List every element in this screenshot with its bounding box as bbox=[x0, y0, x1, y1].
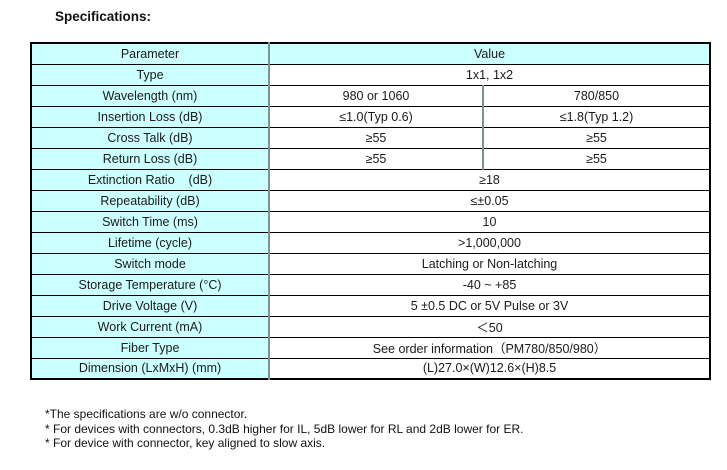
table-row-dimension: Dimension (LxMxH) (mm) (L)27.0×(W)12.6×(… bbox=[31, 357, 711, 380]
specifications-title: Specifications: bbox=[55, 9, 152, 24]
param-cell: Repeatability (dB) bbox=[31, 189, 270, 212]
param-cell: Type bbox=[31, 63, 270, 86]
value-cell: ≤1.8(Typ 1.2) bbox=[483, 105, 711, 128]
param-cell: Dimension (LxMxH) (mm) bbox=[31, 357, 270, 380]
param-cell: Insertion Loss (dB) bbox=[31, 105, 270, 128]
value-cell: >1,000,000 bbox=[269, 231, 711, 254]
footnotes-block: *The specifications are w/o connector. *… bbox=[45, 407, 523, 451]
table-row-extinction-ratio: Extinction Ratio (dB) ≥18 bbox=[31, 168, 711, 191]
table-row-wavelength: Wavelength (nm) 980 or 1060 780/850 bbox=[31, 84, 711, 107]
value-cell: 1x1, 1x2 bbox=[269, 63, 711, 86]
param-cell: Switch Time (ms) bbox=[31, 210, 270, 233]
table-row-repeatability: Repeatability (dB) ≤±0.05 bbox=[31, 189, 711, 212]
value-cell: 10 bbox=[269, 210, 711, 233]
value-cell: 980 or 1060 bbox=[269, 84, 484, 107]
table-row-storage-temperature: Storage Temperature (°C) -40 ~ +85 bbox=[31, 273, 711, 296]
table-row-switch-time: Switch Time (ms) 10 bbox=[31, 210, 711, 233]
table-header-row: Parameter Value bbox=[31, 42, 711, 65]
value-cell: ≤1.0(Typ 0.6) bbox=[269, 105, 484, 128]
table-row-cross-talk: Cross Talk (dB) ≥55 ≥55 bbox=[31, 126, 711, 149]
specifications-table: Parameter Value Type 1x1, 1x2 Wavelength… bbox=[30, 42, 712, 380]
param-cell: Wavelength (nm) bbox=[31, 84, 270, 107]
table-row-insertion-loss: Insertion Loss (dB) ≤1.0(Typ 0.6) ≤1.8(T… bbox=[31, 105, 711, 128]
param-cell: Drive Voltage (V) bbox=[31, 294, 270, 317]
footnote: * For device with connector, key aligned… bbox=[45, 436, 326, 451]
value-cell: ≤±0.05 bbox=[269, 189, 711, 212]
footnote: * For devices with connectors, 0.3dB hig… bbox=[45, 421, 524, 436]
footnote: *The specifications are w/o connector. bbox=[45, 407, 248, 421]
table-row-drive-voltage: Drive Voltage (V) 5 ±0.5 DC or 5V Pulse … bbox=[31, 294, 711, 317]
value-cell: 780/850 bbox=[483, 84, 711, 107]
value-cell: ≥55 bbox=[269, 147, 484, 170]
param-cell: Switch mode bbox=[31, 252, 270, 275]
header-parameter-cell: Parameter bbox=[31, 42, 270, 65]
value-cell: (L)27.0×(W)12.6×(H)8.5 bbox=[269, 357, 711, 380]
value-cell: -40 ~ +85 bbox=[269, 273, 711, 296]
param-cell: Storage Temperature (°C) bbox=[31, 273, 270, 296]
table-row-fiber-type: Fiber Type See order information（PM780/8… bbox=[31, 336, 711, 359]
header-value-cell: Value bbox=[269, 42, 711, 65]
value-cell: ≥55 bbox=[269, 126, 484, 149]
value-cell: See order information（PM780/850/980） bbox=[269, 336, 711, 359]
value-cell: ≥55 bbox=[483, 126, 711, 149]
table-row-type: Type 1x1, 1x2 bbox=[31, 63, 711, 86]
table-row-switch-mode: Switch mode Latching or Non-latching bbox=[31, 252, 711, 275]
param-cell: Extinction Ratio (dB) bbox=[31, 168, 270, 191]
value-cell: ＜50 bbox=[269, 315, 711, 338]
value-cell: ≥18 bbox=[269, 168, 711, 191]
value-cell: ≥55 bbox=[483, 147, 711, 170]
param-cell: Return Loss (dB) bbox=[31, 147, 270, 170]
param-cell: Cross Talk (dB) bbox=[31, 126, 270, 149]
param-cell: Fiber Type bbox=[31, 336, 270, 359]
table-row-lifetime: Lifetime (cycle) >1,000,000 bbox=[31, 231, 711, 254]
param-cell: Work Current (mA) bbox=[31, 315, 270, 338]
table-row-work-current: Work Current (mA) ＜50 bbox=[31, 315, 711, 338]
param-cell: Lifetime (cycle) bbox=[31, 231, 270, 254]
table-row-return-loss: Return Loss (dB) ≥55 ≥55 bbox=[31, 147, 711, 170]
value-cell: Latching or Non-latching bbox=[269, 252, 711, 275]
value-cell: 5 ±0.5 DC or 5V Pulse or 3V bbox=[269, 294, 711, 317]
